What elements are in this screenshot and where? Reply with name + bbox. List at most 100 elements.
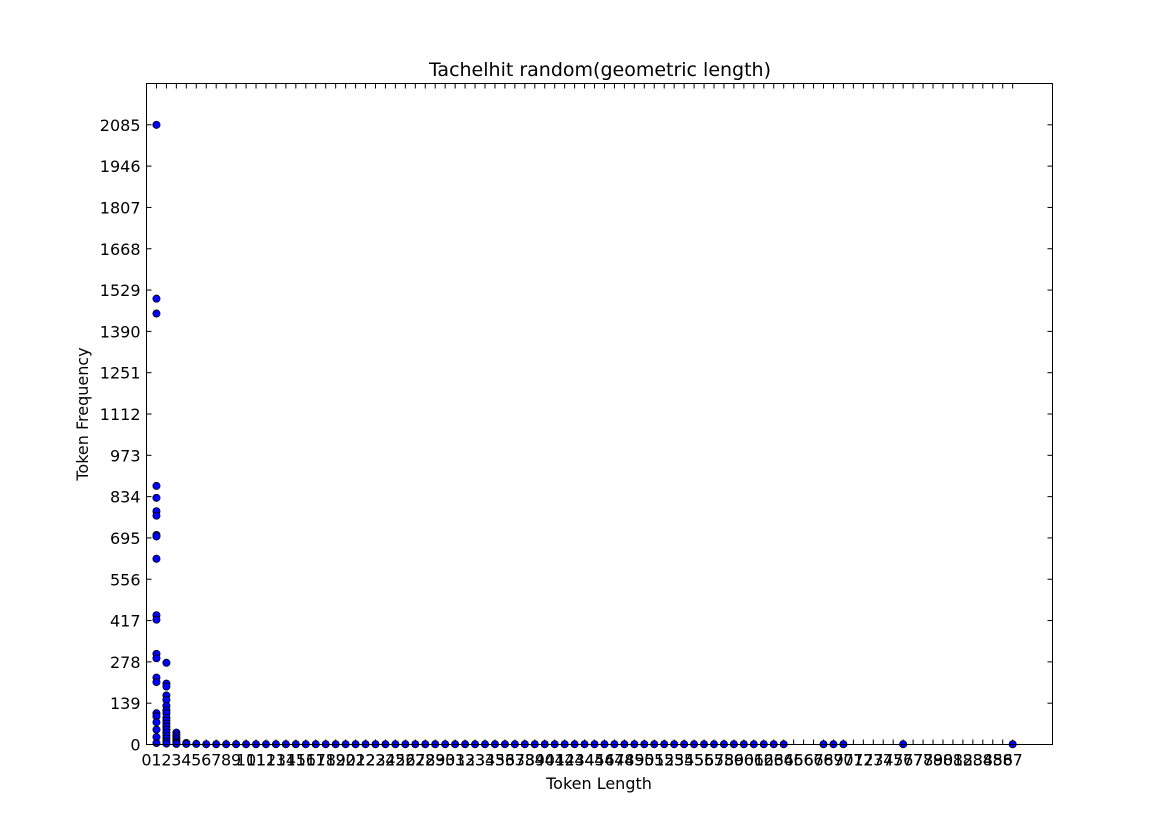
y-tick-label: 2085 — [100, 116, 141, 135]
x-tick-label: 3 — [171, 751, 181, 770]
data-point — [152, 725, 161, 734]
x-tick-label: 12 — [256, 751, 276, 770]
y-tick-label: 417 — [110, 612, 141, 631]
x-tick-label: 14 — [276, 751, 296, 770]
x-tick-label: 45 — [584, 751, 604, 770]
x-tick-label: 26 — [395, 751, 415, 770]
plot-frame — [146, 83, 1053, 745]
x-tick-label: 15 — [286, 751, 306, 770]
x-tick-label: 32 — [455, 751, 475, 770]
x-tick-label: 52 — [654, 751, 674, 770]
y-tick-label: 695 — [110, 529, 141, 548]
y-tick-label: 556 — [110, 570, 141, 589]
x-tick-label: 87 — [1002, 751, 1022, 770]
x-tick-label: 44 — [574, 751, 594, 770]
x-tick-label: 74 — [873, 751, 893, 770]
x-tick-label: 69 — [823, 751, 843, 770]
x-tick-label: 77 — [903, 751, 923, 770]
x-tick-label: 86 — [993, 751, 1013, 770]
data-point — [152, 615, 161, 624]
data-point — [152, 532, 161, 541]
x-tick-label: 34 — [475, 751, 495, 770]
x-tick-label: 0 — [141, 751, 151, 770]
x-tick-label: 70 — [833, 751, 853, 770]
data-point — [152, 481, 161, 490]
x-tick-label: 24 — [375, 751, 395, 770]
x-tick-label: 2 — [161, 751, 171, 770]
x-tick-label: 29 — [425, 751, 445, 770]
x-tick-label: 42 — [554, 751, 574, 770]
y-tick-label: 278 — [110, 653, 141, 672]
x-tick-label: 6 — [201, 751, 211, 770]
x-axis-label: Token Length — [545, 774, 652, 793]
x-tick-label: 17 — [306, 751, 326, 770]
y-tick-label: 1251 — [100, 364, 141, 383]
y-tick-label: 1668 — [100, 240, 141, 259]
data-point — [162, 658, 171, 667]
x-tick-label: 23 — [365, 751, 385, 770]
x-tick-label: 80 — [933, 751, 953, 770]
x-tick-label: 67 — [803, 751, 823, 770]
x-tick-label: 7 — [211, 751, 221, 770]
data-point — [192, 739, 201, 748]
x-tick-label: 39 — [525, 751, 545, 770]
x-tick-label: 50 — [634, 751, 654, 770]
y-tick-label: 834 — [110, 488, 141, 507]
x-tick-label: 4 — [181, 751, 191, 770]
y-tick-label: 139 — [110, 694, 141, 713]
x-tick-label: 79 — [923, 751, 943, 770]
x-tick-label: 82 — [953, 751, 973, 770]
x-tick-label: 61 — [744, 751, 764, 770]
data-point — [152, 678, 161, 687]
x-tick-label: 71 — [843, 751, 863, 770]
axis-ticks: 0139278417556695834973111212511390152916… — [100, 83, 1053, 770]
x-tick-label: 84 — [973, 751, 993, 770]
x-tick-label: 36 — [495, 751, 515, 770]
x-tick-label: 27 — [405, 751, 425, 770]
data-point — [152, 309, 161, 318]
x-tick-label: 31 — [445, 751, 465, 770]
x-tick-label: 73 — [863, 751, 883, 770]
x-tick-label: 68 — [813, 751, 833, 770]
x-tick-label: 56 — [694, 751, 714, 770]
y-tick-label: 973 — [110, 446, 141, 465]
x-tick-label: 43 — [564, 751, 584, 770]
x-tick-label: 65 — [783, 751, 803, 770]
data-point — [182, 739, 191, 748]
y-tick-label: 1807 — [100, 198, 141, 217]
x-tick-label: 33 — [465, 751, 485, 770]
data-point — [152, 739, 161, 748]
data-point — [152, 654, 161, 663]
x-tick-label: 41 — [545, 751, 565, 770]
x-tick-label: 8 — [221, 751, 231, 770]
data-point — [162, 682, 171, 691]
data-point — [152, 718, 161, 727]
data-point — [152, 120, 161, 129]
x-tick-label: 30 — [435, 751, 455, 770]
x-tick-label: 81 — [943, 751, 963, 770]
x-tick-label: 83 — [963, 751, 983, 770]
y-tick-label: 1529 — [100, 281, 141, 300]
x-tick-label: 22 — [355, 751, 375, 770]
x-tick-label: 58 — [714, 751, 734, 770]
x-tick-label: 21 — [345, 751, 365, 770]
x-tick-label: 16 — [296, 751, 316, 770]
x-tick-label: 35 — [485, 751, 505, 770]
x-tick-label: 53 — [664, 751, 684, 770]
x-tick-label: 59 — [724, 751, 744, 770]
data-point — [162, 739, 171, 748]
data-point — [152, 554, 161, 563]
x-tick-label: 28 — [415, 751, 435, 770]
data-point — [152, 294, 161, 303]
x-tick-label: 38 — [515, 751, 535, 770]
x-tick-label: 85 — [983, 751, 1003, 770]
x-tick-label: 76 — [893, 751, 913, 770]
x-tick-label: 18 — [316, 751, 336, 770]
x-tick-label: 63 — [764, 751, 784, 770]
data-point — [172, 739, 181, 748]
x-tick-label: 48 — [614, 751, 634, 770]
data-point — [152, 493, 161, 502]
y-tick-label: 1112 — [100, 405, 141, 424]
x-tick-label: 75 — [883, 751, 903, 770]
